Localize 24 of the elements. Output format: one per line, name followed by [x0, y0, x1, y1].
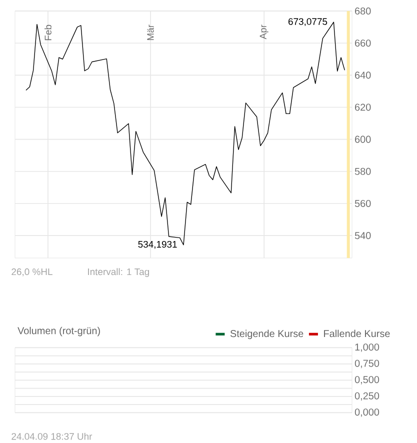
- x-tick-label: Apr: [260, 24, 268, 40]
- y-tick-label: 0,000: [354, 408, 380, 417]
- chart-title: Volumen (rot-grün): [18, 326, 100, 336]
- y-tick-label: 540: [354, 232, 371, 240]
- x-tick-label: Feb: [44, 24, 52, 40]
- legend-label: Fallende Kurse: [324, 330, 390, 338]
- y-tick-label: 620: [355, 104, 371, 111]
- y-tick-label: 640: [355, 72, 371, 79]
- annotation: 673,0775: [288, 18, 328, 26]
- y-tick-label: 600: [355, 136, 371, 143]
- y-tick-label: 0,500: [354, 376, 380, 384]
- y-tick-label: 660: [355, 40, 371, 47]
- y-tick-label: 560: [354, 200, 371, 208]
- text: 24.04.09 18:37 Uhr: [12, 432, 92, 440]
- y-tick-label: 1,000: [355, 344, 380, 352]
- y-tick-label: 580: [354, 168, 371, 175]
- y-tick-label: 680: [355, 7, 371, 15]
- legend-label: Steigende Kurse: [230, 330, 304, 340]
- text: Intervall: 1 Tag: [88, 268, 150, 277]
- annotation: 534,1931: [138, 240, 177, 249]
- y-tick-label: 0,750: [354, 360, 380, 368]
- text: 26,0 %HL: [12, 268, 52, 276]
- y-tick-label: 0,250: [354, 392, 380, 401]
- x-tick-label: Mär: [147, 24, 154, 40]
